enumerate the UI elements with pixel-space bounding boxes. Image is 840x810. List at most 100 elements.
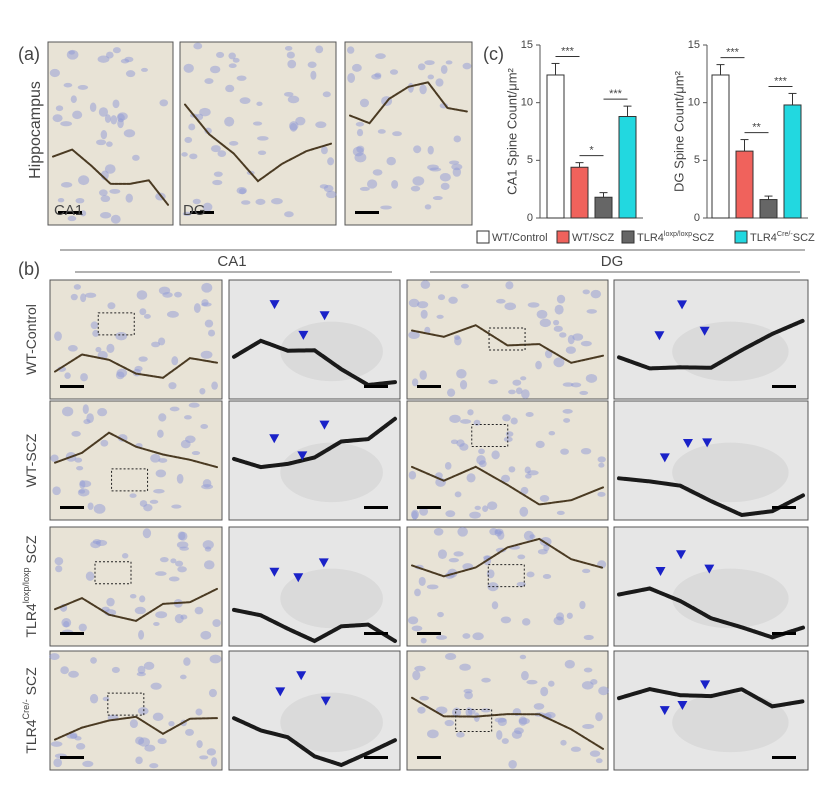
nucleus <box>199 107 211 117</box>
micrograph <box>49 526 223 647</box>
nucleus <box>256 101 263 107</box>
nucleus <box>446 388 456 397</box>
nucleus <box>200 630 212 640</box>
dendrite <box>411 696 604 750</box>
nucleus <box>526 679 538 685</box>
inset-box <box>97 312 135 336</box>
nucleus <box>355 122 365 127</box>
nucleus <box>184 415 192 420</box>
nucleus <box>449 414 461 423</box>
row-label: TLR4loxp/loxp SCZ <box>21 535 38 637</box>
nucleus <box>132 154 140 161</box>
nucleus <box>129 593 137 599</box>
nucleus <box>583 667 593 673</box>
nucleus <box>432 196 443 201</box>
nucleus <box>109 188 121 194</box>
arrowhead <box>677 700 688 710</box>
nucleus <box>72 110 83 120</box>
nucleus <box>392 131 402 137</box>
nucleus <box>456 369 467 379</box>
nucleus <box>437 611 444 618</box>
nucleus <box>125 193 133 203</box>
scale-bar <box>364 756 388 759</box>
legend-label-part: SCZ <box>793 232 815 244</box>
nucleus <box>63 82 73 88</box>
bar <box>759 199 778 219</box>
nucleus <box>476 455 486 465</box>
inset-box <box>455 708 493 732</box>
nucleus <box>239 97 251 105</box>
nucleus <box>389 69 399 75</box>
nucleus <box>241 200 251 205</box>
nucleus <box>560 448 569 455</box>
nucleus <box>284 45 293 51</box>
nucleus <box>512 379 522 386</box>
y-tick-label: 5 <box>694 154 700 166</box>
nucleus <box>466 473 476 483</box>
nucleus <box>57 197 65 203</box>
nucleus <box>174 614 184 624</box>
nucleus <box>582 724 595 729</box>
nucleus <box>217 150 227 158</box>
nucleus <box>408 331 420 340</box>
nucleus <box>255 198 266 205</box>
nucleus <box>85 571 95 581</box>
dendrite <box>349 81 468 125</box>
nucleus <box>79 479 86 489</box>
nucleus <box>208 688 217 698</box>
nucleus <box>171 356 179 366</box>
nucleus <box>543 544 550 552</box>
nucleus <box>271 198 283 205</box>
nucleus <box>136 672 146 677</box>
nucleus <box>347 46 355 54</box>
scale-bar <box>60 756 84 759</box>
nucleus <box>112 99 120 109</box>
nucleus <box>150 453 161 463</box>
blur <box>280 321 383 382</box>
nucleus <box>106 343 115 353</box>
nucleus <box>176 473 184 484</box>
nucleus <box>185 435 196 444</box>
nucleus <box>123 129 136 138</box>
blur <box>672 442 789 503</box>
nucleus <box>559 332 567 338</box>
nucleus <box>236 75 247 81</box>
nucleus <box>90 657 97 664</box>
nucleus <box>460 283 469 289</box>
nucleus <box>548 431 556 436</box>
nucleus <box>83 419 91 425</box>
nucleus <box>472 632 484 641</box>
inset-box <box>487 564 525 588</box>
nucleus <box>515 387 523 395</box>
nucleus <box>117 112 128 121</box>
nucleus <box>85 292 97 298</box>
nucleus <box>295 116 306 126</box>
scale-bar <box>60 385 84 388</box>
y-tick-label: 5 <box>527 154 533 166</box>
nucleus <box>87 502 94 510</box>
nucleus <box>129 493 137 498</box>
nucleus <box>520 486 529 495</box>
scale-bar <box>58 211 82 214</box>
nucleus <box>439 173 451 182</box>
legend-swatch <box>476 230 490 244</box>
row-label-part: WT-Control <box>23 304 39 375</box>
nucleus <box>168 720 175 727</box>
nucleus <box>595 758 603 764</box>
arrowhead <box>700 680 711 690</box>
nucleus <box>459 379 468 390</box>
nucleus <box>491 450 500 460</box>
nucleus <box>386 156 396 166</box>
nucleus <box>158 458 168 463</box>
nucleus <box>496 298 506 304</box>
nucleus <box>71 430 81 437</box>
micrograph <box>49 279 223 400</box>
nucleus <box>518 717 530 725</box>
nucleus <box>211 757 218 767</box>
arrowhead <box>318 558 329 568</box>
scale-bar <box>772 506 796 509</box>
nucleus <box>183 657 191 666</box>
nucleus <box>502 414 511 422</box>
nucleus <box>155 469 167 478</box>
nucleus <box>533 703 545 710</box>
